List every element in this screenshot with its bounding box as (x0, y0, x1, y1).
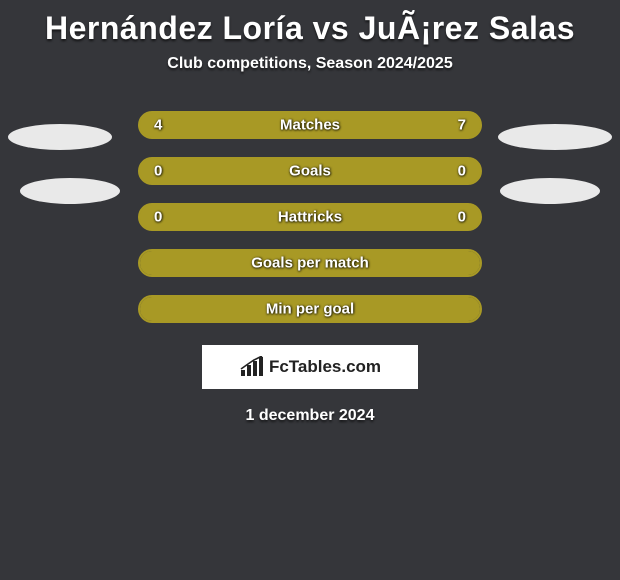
stat-bar-right-segment (310, 159, 480, 183)
stat-label: Goals per match (251, 255, 369, 272)
stat-row: Min per goal (0, 295, 620, 323)
stat-bar: Matches 4 7 (138, 111, 482, 139)
stat-label: Goals (289, 163, 331, 180)
stat-bar: Goals per match (138, 249, 482, 277)
stat-bar: Hattricks 0 0 (138, 203, 482, 231)
stat-bar-left-segment (140, 159, 310, 183)
stat-row: Hattricks 0 0 (0, 203, 620, 231)
logo-box: FcTables.com (202, 345, 418, 389)
subtitle: Club competitions, Season 2024/2025 (0, 55, 620, 73)
stat-value-left: 0 (154, 163, 162, 180)
stat-bar: Min per goal (138, 295, 482, 323)
logo: FcTables.com (239, 356, 381, 378)
stat-value-right: 0 (458, 163, 466, 180)
stat-row: Goals per match (0, 249, 620, 277)
stat-row: Goals 0 0 (0, 157, 620, 185)
stat-bar: Goals 0 0 (138, 157, 482, 185)
stat-value-right: 0 (458, 209, 466, 226)
logo-bars-icon (239, 356, 265, 378)
stat-label: Hattricks (278, 209, 342, 226)
stat-value-left: 4 (154, 117, 162, 134)
page-title: Hernández Loría vs JuÃ¡rez Salas (0, 4, 620, 55)
comparison-card: Hernández Loría vs JuÃ¡rez Salas Club co… (0, 0, 620, 425)
stat-value-left: 0 (154, 209, 162, 226)
stat-value-right: 7 (458, 117, 466, 134)
stat-row: Matches 4 7 (0, 111, 620, 139)
logo-text: FcTables.com (269, 357, 381, 377)
stat-label: Min per goal (266, 301, 354, 318)
date-text: 1 december 2024 (0, 407, 620, 425)
stat-label: Matches (280, 117, 340, 134)
